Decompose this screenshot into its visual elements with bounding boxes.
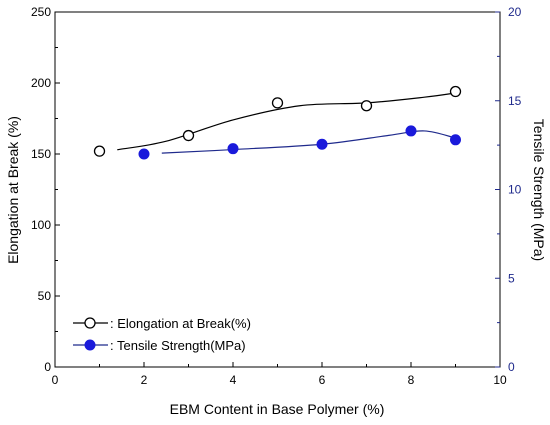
legend-label: : Tensile Strength(MPa)	[110, 338, 246, 353]
right-y-tick-label: 15	[508, 94, 522, 108]
series-1-point	[360, 100, 373, 112]
data-points	[93, 85, 462, 160]
right-y-tick-label: 20	[508, 5, 522, 19]
left-y-tick-label: 0	[44, 360, 51, 374]
legend-label: : Elongation at Break(%)	[110, 316, 251, 331]
trend-lines	[117, 92, 456, 154]
series-2-point	[316, 138, 328, 150]
left-y-tick-label: 150	[31, 147, 51, 161]
left-y-tick-label: 100	[31, 218, 51, 232]
left-y-axis-title: Elongation at Break (%)	[5, 116, 21, 264]
legend-marker	[84, 317, 96, 329]
legend: : Elongation at Break(%) : Tensile Streng…	[73, 316, 251, 353]
x-tick-label: 6	[319, 373, 326, 387]
series-2-point	[405, 125, 417, 137]
x-tick-label: 0	[52, 373, 59, 387]
series-1-point	[182, 129, 195, 142]
series-2-point	[227, 143, 239, 155]
plot-frame	[54, 11, 501, 368]
left-y-axis-ticks: 0 50 100 150 200 250	[31, 5, 60, 374]
legend-marker	[84, 339, 96, 351]
series-1-point	[271, 97, 284, 109]
series-2-trend-line	[161, 130, 456, 154]
right-y-axis-title: Tensile Strength (MPa)	[531, 119, 547, 261]
x-tick-label: 4	[230, 373, 237, 387]
series-2-point	[138, 148, 150, 160]
series-2-point	[450, 134, 461, 146]
right-y-axis-ticks: 0 5 10 15 20	[495, 5, 522, 374]
series-1-point	[93, 145, 106, 157]
left-y-tick-label: 50	[38, 289, 52, 303]
series-1-point	[449, 85, 462, 98]
x-axis-ticks: 0 2 4 6 8 10	[52, 362, 507, 387]
x-tick-label: 10	[493, 373, 507, 387]
right-y-tick-label: 5	[508, 271, 515, 285]
series-1-trend-line	[117, 92, 456, 151]
right-y-tick-label: 0	[508, 360, 515, 374]
left-y-tick-label: 200	[31, 76, 51, 90]
x-tick-label: 2	[141, 373, 148, 387]
x-tick-label: 8	[408, 373, 415, 387]
x-axis-title: EBM Content in Base Polymer (%)	[170, 401, 385, 417]
left-y-tick-label: 250	[31, 5, 51, 19]
right-y-tick-label: 10	[508, 183, 522, 197]
